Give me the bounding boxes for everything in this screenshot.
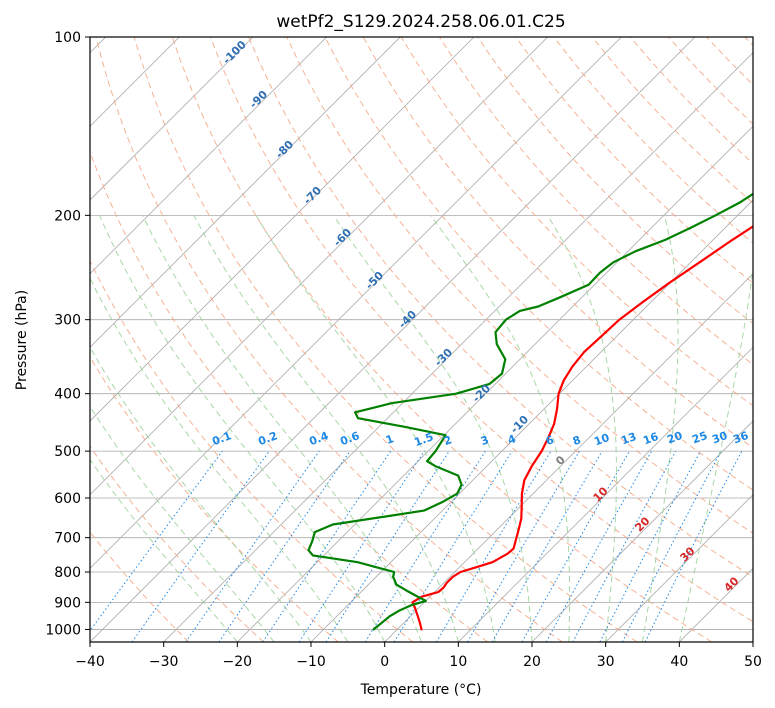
moist-adiabat-line [90, 458, 238, 642]
y-axis-label: Pressure (hPa) [14, 290, 30, 390]
dry-adiabat-line [286, 37, 753, 534]
x-axis-tick-label: 0 [380, 654, 389, 670]
dry-adiabat-line [90, 259, 414, 642]
x-axis-tick-label: −30 [149, 654, 179, 670]
mixing-ratio-line [545, 450, 653, 642]
chart-title: wetPf2_S129.2024.258.06.01.C25 [276, 12, 565, 32]
dry-adiabat-line [90, 445, 264, 642]
mixing-ratio-line [572, 450, 677, 642]
x-axis-tick-label: 20 [523, 654, 541, 670]
isotherm-gridline [90, 37, 475, 422]
mixing-ratio-label: 0.6 [338, 429, 361, 448]
isotherm-gridline [237, 125, 753, 642]
x-axis-tick-label: −10 [296, 654, 326, 670]
x-axis-tick-label: 10 [449, 654, 467, 670]
dry-adiabat-line [248, 37, 753, 578]
y-axis-tick-label: 300 [54, 313, 81, 329]
moist-adiabat-line [142, 215, 422, 642]
mixing-ratio-label: 30 [710, 429, 729, 447]
isotherm-gridline [531, 420, 753, 642]
mixing-ratio-label: 6 [544, 433, 556, 448]
dry-adiabat-line [324, 37, 753, 491]
mixing-ratio-line [131, 450, 270, 642]
y-axis-tick-label: 1000 [45, 622, 81, 638]
mixing-ratio-label: 0.1 [210, 429, 233, 448]
mixing-ratio-label: 1 [384, 432, 396, 447]
mixing-ratio-label: 8 [571, 433, 583, 448]
moist-adiabat-line [99, 215, 386, 642]
y-axis-tick-label: 200 [54, 208, 81, 224]
y-axis-tick-label: 800 [54, 565, 81, 581]
isotherm-gridline [90, 37, 622, 569]
mixing-ratio-label: 25 [690, 429, 709, 446]
mixing-ratio-line [325, 450, 450, 642]
mixing-ratio-line [90, 450, 223, 632]
mixing-ratio-line [185, 450, 320, 642]
dry-adiabat-line [210, 37, 753, 623]
x-axis-tick-label: 30 [597, 654, 615, 670]
x-axis-tick-label: −40 [75, 654, 105, 670]
mixing-ratio-line [521, 450, 630, 642]
moist-adiabat-line [642, 215, 679, 642]
mixing-ratio-label: 36 [731, 429, 750, 447]
mixing-ratio-label: 3 [479, 433, 491, 448]
mixing-ratio-label: 20 [665, 429, 684, 447]
isotherm-gridline [384, 273, 753, 642]
mixing-ratio-label: 1.5 [412, 430, 435, 449]
y-axis-tick-label: 100 [54, 30, 81, 46]
mixing-ratio-label: 0.4 [307, 429, 330, 448]
moist-adiabat-line [193, 215, 459, 642]
moist-adiabat-line [430, 215, 571, 642]
dewpoint-profile-line [307, 192, 753, 631]
isotherm-gridline [90, 37, 327, 275]
moist-adiabat-line [90, 346, 312, 642]
mixing-ratio-line [644, 450, 743, 642]
mixing-ratio-line [298, 450, 425, 642]
isotherm-gridline [605, 494, 753, 642]
dry-adiabat-line [133, 37, 638, 642]
axis-ticks-layer: −40 −30 −20 −10 0 10 20 30 40 5010020030040050060… [45, 30, 762, 670]
mixing-ratio-label: 16 [641, 430, 660, 448]
mixing-ratio-label: 13 [619, 430, 638, 447]
y-axis-tick-label: 600 [54, 491, 81, 507]
y-axis-tick-label: 700 [54, 531, 81, 547]
isotherm-gridline [163, 52, 753, 642]
isotherm-gridline [90, 37, 254, 201]
mixing-ratio-line [262, 450, 392, 642]
moist-adiabat-line [90, 405, 275, 642]
series-layer [307, 192, 753, 631]
dry-adiabat-line [171, 37, 712, 642]
x-axis-tick-label: 40 [670, 654, 688, 670]
isotherm-gridline [90, 37, 548, 496]
dry-adiabat-line [515, 37, 753, 284]
isotherm-gridline [90, 37, 401, 348]
y-axis-tick-label: 400 [54, 387, 81, 403]
mixing-ratio-label: 2 [442, 433, 454, 448]
moist-adiabat-line [332, 215, 533, 642]
mixing-ratio-label: 4 [506, 432, 518, 447]
y-axis-tick-label: 900 [54, 595, 81, 611]
moist-adiabat-line [678, 264, 753, 642]
x-axis-tick-label: 50 [744, 654, 762, 670]
mixing-ratio-label: 10 [592, 431, 611, 449]
mixing-ratio-label: 0.2 [256, 429, 279, 448]
plot-area: -100-90-80-70-60-50-40-30-20-10010203040… [90, 37, 753, 642]
x-axis-label: Temperature (°C) [360, 682, 482, 698]
moist-adiabat-line [547, 215, 617, 642]
x-axis-tick-label: −20 [223, 654, 253, 670]
plot-frame [89, 36, 754, 643]
isotherm-gridline [458, 346, 753, 642]
y-axis-tick-label: 500 [54, 444, 81, 460]
temperature-profile-line [411, 225, 753, 631]
dry-adiabat-line [95, 37, 563, 642]
mixing-ratio-line [218, 450, 351, 642]
thermo-overlay-layer [90, 37, 753, 642]
dry-adiabat-line [90, 356, 339, 642]
mixing-ratio-line [393, 450, 513, 642]
